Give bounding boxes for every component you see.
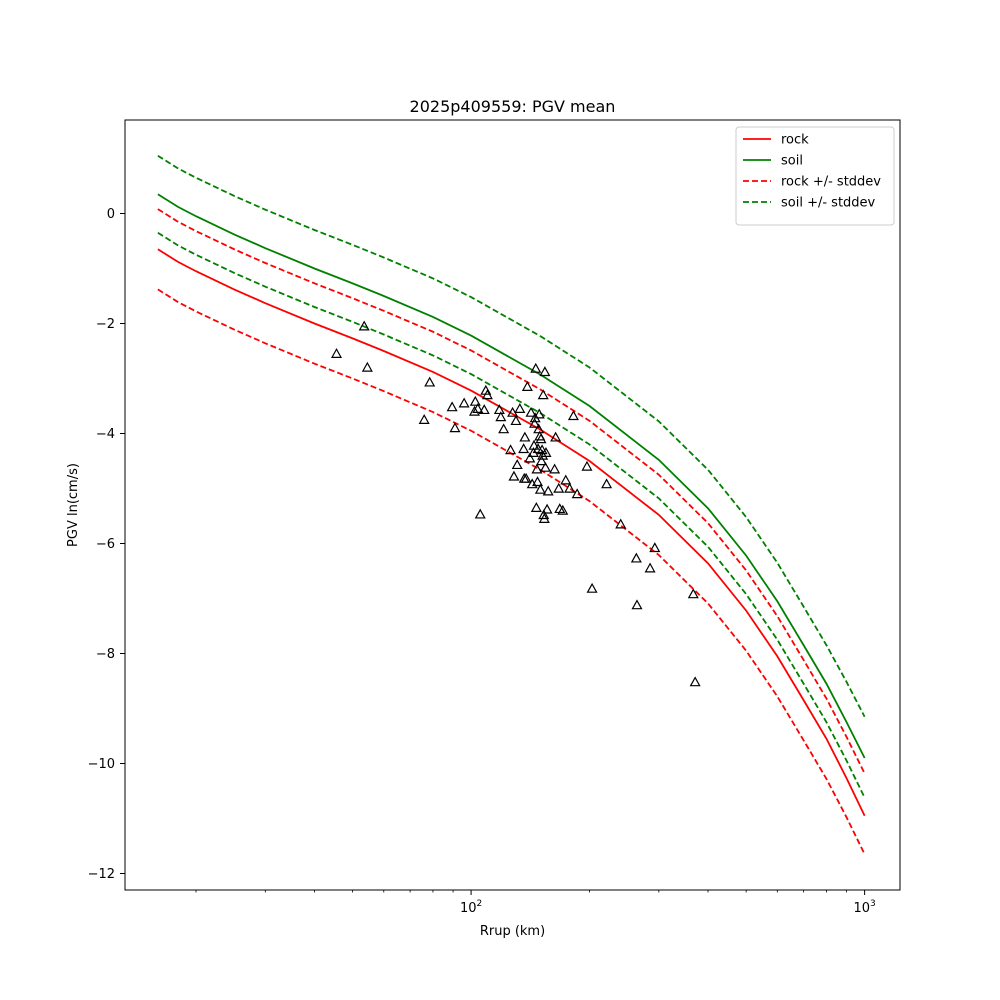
observation-point — [446, 401, 458, 412]
observation-point — [524, 452, 536, 463]
observation-point — [531, 463, 543, 474]
legend-box — [735, 126, 895, 226]
observation-point — [469, 395, 481, 406]
series-line-5 — [157, 231, 866, 798]
series-line-2 — [157, 208, 866, 774]
x-axis: 102 103 — [195, 890, 876, 916]
observation-point — [498, 423, 510, 434]
observation-point — [538, 513, 550, 523]
observation-point — [535, 433, 547, 444]
observation-point — [541, 503, 553, 514]
observation-point — [519, 431, 531, 442]
observation-point — [560, 474, 572, 485]
observation-point — [418, 414, 430, 424]
observation-point — [542, 485, 554, 496]
observation-point — [571, 488, 583, 499]
observation-point — [644, 562, 656, 573]
observation-point — [424, 376, 436, 387]
observation-point — [330, 348, 343, 358]
observation-point — [458, 397, 470, 408]
observation-point — [508, 470, 520, 481]
observation-point — [505, 444, 517, 455]
observation-point — [525, 406, 537, 417]
y-tick-label: −6 — [96, 537, 115, 552]
observation-point — [468, 405, 480, 416]
observation-point — [478, 404, 490, 415]
observation-point — [521, 381, 533, 391]
series-line-1 — [157, 193, 866, 759]
observation-point — [529, 417, 541, 428]
y-tick-label: −10 — [88, 757, 115, 772]
observation-point — [528, 439, 540, 450]
x-axis-label: Rrup (km) — [480, 924, 545, 939]
legend-label: soil — [781, 154, 803, 169]
observation-point — [630, 552, 642, 563]
legend-label: rock +/- stddev — [781, 175, 881, 190]
observation-point — [586, 582, 598, 593]
observation-point — [531, 476, 544, 487]
observation-point — [510, 415, 522, 426]
observation-point — [553, 482, 565, 493]
observation-point — [474, 508, 486, 519]
observation-point — [536, 444, 548, 455]
observation-point — [539, 461, 551, 472]
y-tick-label: −8 — [96, 647, 115, 662]
observation-point — [539, 366, 551, 377]
series-layer — [157, 154, 866, 855]
observation-point — [601, 478, 613, 489]
x-tick-label: 103 — [853, 899, 875, 916]
observation-point — [537, 389, 549, 400]
y-tick-label: 0 — [107, 207, 115, 222]
observation-point — [472, 403, 484, 413]
plot-area — [157, 154, 866, 855]
observation-point — [537, 449, 549, 460]
legend-label: rock — [781, 133, 809, 148]
observation-point — [615, 518, 627, 529]
observation-point — [514, 403, 526, 413]
observation-point — [567, 410, 579, 421]
observation-point — [538, 509, 550, 520]
legend-label: soil +/- stddev — [781, 196, 876, 211]
y-axis-label: PGV ln(cm/s) — [66, 463, 81, 547]
observation-point — [549, 463, 561, 474]
observation-point — [564, 482, 576, 493]
y-tick-label: −12 — [88, 867, 115, 882]
observation-point — [536, 455, 548, 466]
series-line-4 — [157, 154, 866, 718]
y-tick-label: −4 — [96, 427, 115, 442]
plot-frame — [124, 119, 901, 891]
observation-point — [530, 502, 542, 512]
observation-point — [631, 599, 643, 610]
series-line-3 — [157, 288, 866, 855]
observation-points — [330, 320, 701, 687]
observation-point — [689, 676, 701, 687]
observation-point — [481, 389, 493, 400]
observation-point — [649, 542, 661, 553]
legend: rock soil rock +/- stddev soil +/- stddev — [735, 126, 895, 226]
observation-point — [518, 443, 530, 454]
observation-point — [449, 422, 461, 433]
observation-point — [533, 408, 545, 419]
observation-point — [358, 320, 370, 331]
observation-point — [687, 588, 699, 599]
observation-point — [361, 361, 373, 372]
chart-title: 2025p409559: PGV mean — [410, 97, 616, 116]
observation-point — [530, 362, 542, 373]
observation-point — [495, 411, 507, 422]
x-tick-label: 102 — [460, 899, 482, 916]
observation-point — [511, 459, 523, 470]
series-line-0 — [157, 248, 866, 817]
y-tick-label: −2 — [96, 317, 115, 332]
y-axis: 0 −2 −4 −6 −8 −10 −12 — [88, 207, 125, 882]
observation-point — [581, 460, 593, 471]
observation-point — [550, 431, 562, 442]
observation-point — [520, 472, 532, 483]
observation-point — [557, 504, 569, 515]
observation-point — [540, 447, 552, 457]
observation-point — [534, 483, 546, 494]
observation-point — [493, 404, 505, 415]
